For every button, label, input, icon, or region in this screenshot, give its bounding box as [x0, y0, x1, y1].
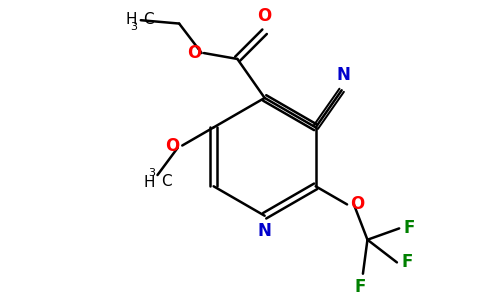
Text: F: F [404, 219, 415, 237]
Text: O: O [165, 136, 179, 154]
Text: N: N [257, 222, 272, 240]
Text: F: F [355, 278, 366, 296]
Text: H: H [144, 175, 155, 190]
Text: C: C [143, 12, 153, 27]
Text: N: N [337, 66, 351, 84]
Text: O: O [350, 195, 364, 213]
Text: O: O [257, 7, 272, 25]
Text: O: O [187, 44, 202, 62]
Text: F: F [401, 254, 413, 272]
Text: C: C [161, 174, 172, 189]
Text: 3: 3 [148, 168, 155, 178]
Text: 3: 3 [130, 22, 137, 32]
Text: H: H [126, 12, 137, 27]
